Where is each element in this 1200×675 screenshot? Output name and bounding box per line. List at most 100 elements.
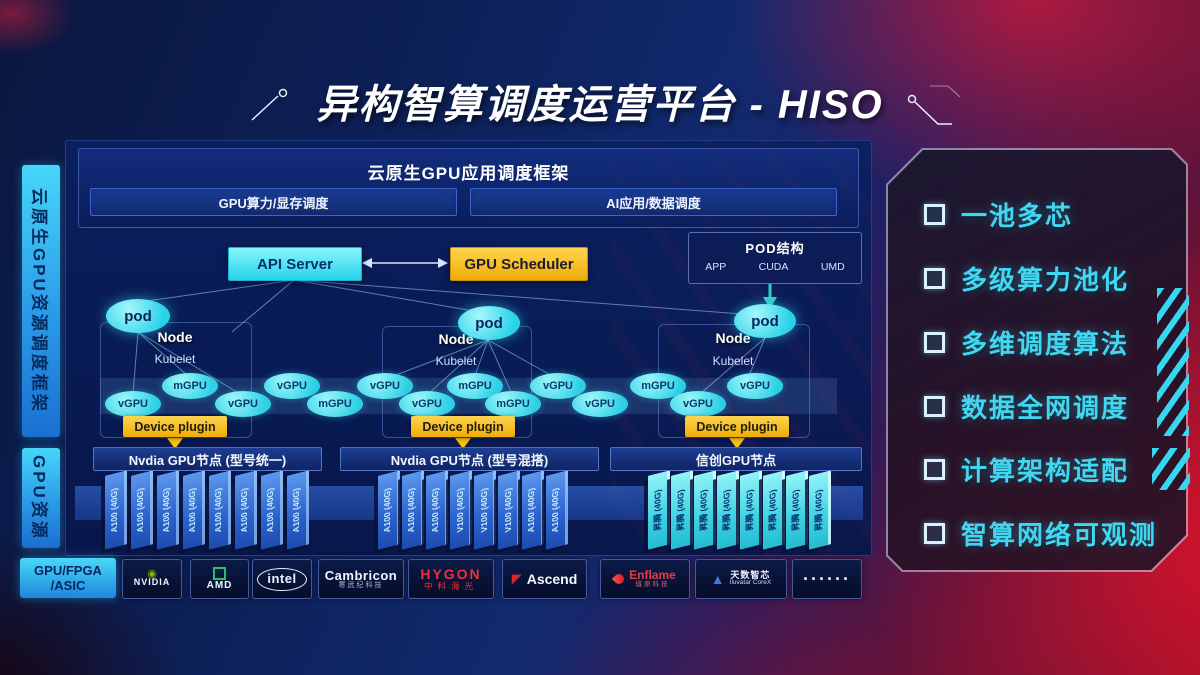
gpu-ellipse: vGPU [399,391,455,417]
gpu-scheduler-label: GPU Scheduler [464,255,574,273]
gpu-card: 昇腾 (40G) [694,470,716,550]
pod-label: pod [124,307,152,325]
gpu-ellipse: vGPU [264,373,320,399]
gpu-card: A100 (40G) [261,470,283,550]
hardware-line-1: GPU/FPGA [34,563,102,578]
vendor-cambricon: Cambricon 寒武纪科技 [318,559,404,599]
api-server-box: API Server [228,247,362,281]
feature-item: 多维调度算法 [924,324,1129,361]
feature-item: 多级算力池化 [924,260,1129,297]
framework-item-ai-data-scheduling: AI应用/数据调度 [470,188,837,216]
nvidia-logo-icon: ◉ [147,568,157,581]
vendor-name: NVIDIA [133,577,171,588]
gpu-card: 昇腾 (40G) [740,470,762,550]
gpu-card: 昇腾 (40G) [763,470,785,550]
gpu-card: V100 (40G) [498,470,520,550]
gpu-card: 昇腾 (40G) [786,470,808,550]
pod-structure-item-app: APP [705,261,727,273]
vendor-intel: intel [252,559,312,599]
square-bullet-icon [924,268,945,289]
pod-structure-box: POD结构 APP CUDA UMD [688,232,862,284]
pod-ellipse-3: pod [734,304,796,338]
vendor-more: ...... [792,559,862,599]
hazard-stripe-decoration [1152,448,1190,490]
gpu-card: V100 (40G) [450,470,472,550]
vendor-hygon: HYGON 中科海光 [408,559,494,599]
vendor-name: Ascend [526,571,578,587]
gpu-ellipse: mGPU [162,373,218,399]
gpu-card: A100 (40G) [157,470,179,550]
framework-item-label: GPU算力/显存调度 [218,195,329,211]
amd-logo-icon [213,566,226,580]
square-bullet-icon [924,332,945,353]
pod-ellipse-2: pod [458,306,520,340]
more-vendors-dots: ...... [802,563,851,584]
hardware-line-2: /ASIC [50,578,86,593]
square-bullet-icon [924,396,945,417]
vendor-subtitle: Iluvatar CoreX [729,579,772,587]
gpu-card: A100 (40G) [522,470,544,550]
sidebar-framework-label: 云原生GPU资源调度框架 [29,188,49,414]
hardware-types-label: GPU/FPGA /ASIC [20,558,116,598]
node-1-label: Node [157,329,193,345]
vendor-subtitle: 中科海光 [423,580,478,591]
vendor-name: Cambricon [324,567,398,583]
gpu-card: 昇腾 (40G) [809,470,831,550]
feature-item: 智算网络可观测 [924,515,1157,552]
kubelet-3-label: Kubelet [712,354,754,368]
kubelet-1-label: Kubelet [154,352,196,366]
vendor-amd: AMD [190,559,249,599]
pod-ellipse-1: pod [106,299,170,333]
gpu-ellipse: vGPU [572,391,628,417]
api-server-label: API Server [257,255,333,273]
kubelet-2-label: Kubelet [435,354,477,368]
gpu-card: A100 (40G) [287,470,309,550]
vendor-name: Enflame [629,568,676,583]
gpu-card: A100 (40G) [209,470,231,550]
gpu-ellipse: mGPU [485,391,541,417]
gpu-card: A100 (40G) [402,470,424,550]
gpu-card: A100 (40G) [131,470,153,550]
feature-item: 数据全网调度 [924,388,1129,425]
square-bullet-icon [924,459,945,480]
feature-panel: 一池多芯 多级算力池化 多维调度算法 数据全网调度 计算架构适配 智算网络可观测 [886,148,1188,572]
feature-panel-inner: 一池多芯 多级算力池化 多维调度算法 数据全网调度 计算架构适配 智算网络可观测 [888,150,1186,570]
square-bullet-icon [924,204,945,225]
gpu-ellipse: vGPU [727,373,783,399]
vendor-name: AMD [206,579,233,591]
device-plugin-2: Device plugin [411,416,515,437]
vendor-enflame: Enflame 燧原科技 [600,559,690,599]
vendor-subtitle: 燧原科技 [635,580,670,588]
node-box-1 [100,322,252,438]
gpu-ellipse: mGPU [307,391,363,417]
device-plugin-1: Device plugin [123,416,227,437]
sidebar-gpu-resource-label: GPU资源 [29,455,49,541]
gpu-row-header-uniform: Nvdia GPU节点 (型号统一) [93,447,322,471]
gpu-row-header-mixed: Nvdia GPU节点 (型号混搭) [340,447,599,471]
intel-logo-icon: intel [257,567,307,591]
feature-item: 计算架构适配 [924,451,1129,488]
gpu-card: A100 (40G) [105,470,127,550]
gpu-card: A100 (40G) [235,470,257,550]
gpu-card: A100 (40G) [183,470,205,550]
gpu-card: 昇腾 (40G) [717,470,739,550]
vendor-nvidia: ◉ NVIDIA [122,559,182,599]
device-plugin-3: Device plugin [685,416,789,437]
sidebar-gpu-resource-bar: GPU资源 [22,448,60,548]
pod-label: pod [751,312,779,330]
gpu-ellipse: vGPU [105,391,161,417]
vendor-iluvatar: ▲ 天数智芯 Iluvatar CoreX [695,559,787,599]
pod-structure-item-cuda: CUDA [758,261,789,273]
gpu-card: A100 (40G) [546,470,568,550]
gpu-card: 昇腾 (40G) [648,470,670,550]
gpu-ellipse: vGPU [670,391,726,417]
vendor-ascend: ◤ Ascend [502,559,587,599]
page-title: 异构智算调度运营平台 - HISO [316,83,884,127]
pod-structure-item-umd: UMD [820,261,845,273]
gpu-ellipse: vGPU [215,391,271,417]
gpu-card: 昇腾 (40G) [671,470,693,550]
vendor-subtitle: 寒武纪科技 [338,582,384,590]
hazard-stripes-decoration [1157,288,1189,436]
gpu-card: V100 (40G) [474,470,496,550]
